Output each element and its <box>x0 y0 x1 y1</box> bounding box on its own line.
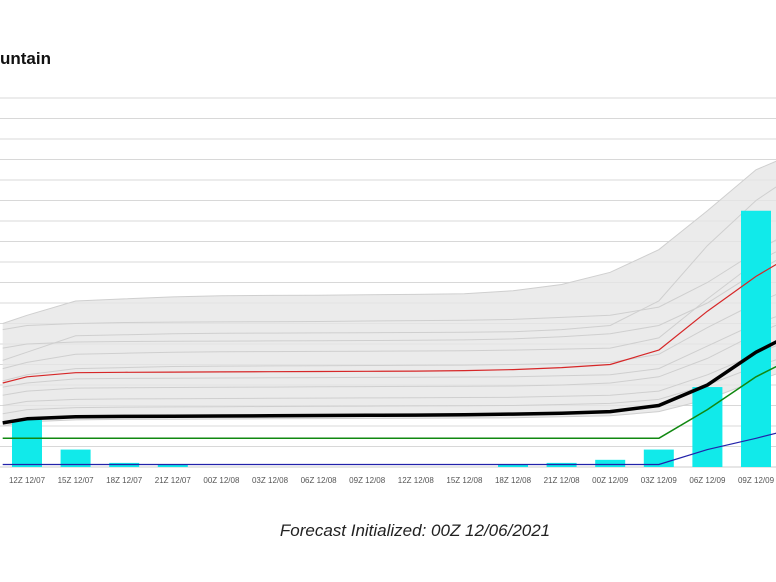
ensemble-member-line-7 <box>2 324 776 396</box>
ensemble-member-line-6 <box>2 316 776 388</box>
x-tick-labels: 12Z 12/07 15Z 12/07 18Z 12/07 21Z 12/07 00Z … <box>9 476 775 485</box>
x-tick-label-15: 09Z 12/09 <box>738 476 775 485</box>
ensemble-member-line-9 <box>2 359 776 415</box>
series-line-3 <box>2 432 776 466</box>
bar-15 <box>741 210 771 467</box>
forecast-initialized-caption: Forecast Initialized: 00Z 12/06/2021 <box>279 521 551 540</box>
x-tick-label-14: 06Z 12/09 <box>689 476 726 485</box>
x-tick-label-9: 15Z 12/08 <box>446 476 483 485</box>
series-line-1 <box>2 340 776 425</box>
x-tick-label-8: 12Z 12/08 <box>398 476 435 485</box>
x-tick-label-4: 00Z 12/08 <box>203 476 240 485</box>
bar-0 <box>12 419 42 467</box>
ensemble-member-line-8 <box>2 345 776 406</box>
bar-14 <box>692 387 723 467</box>
x-tick-label-13: 03Z 12/09 <box>641 476 678 485</box>
ensemble-forecast-chart: 12Z 12/07 15Z 12/07 18Z 12/07 21Z 12/07 00Z … <box>0 97 776 485</box>
series-line-0 <box>2 263 776 384</box>
bar-12 <box>595 459 626 467</box>
x-tick-label-7: 09Z 12/08 <box>349 476 386 485</box>
x-tick-label-10: 18Z 12/08 <box>495 476 532 485</box>
ensemble-member-line-4 <box>2 251 776 370</box>
x-tick-label-12: 00Z 12/09 <box>592 476 629 485</box>
series-layer <box>2 263 776 466</box>
plot-area <box>2 160 776 467</box>
x-tick-label-0: 12Z 12/07 <box>9 476 46 485</box>
ensemble-spread-fill <box>2 161 776 426</box>
ensemble-spread-layer <box>2 161 776 426</box>
ensemble-member-line-0 <box>2 239 776 331</box>
bar-1 <box>60 449 91 467</box>
x-tick-label-1: 15Z 12/07 <box>58 476 95 485</box>
bar-layer <box>12 210 771 467</box>
ensemble-member-line-1 <box>2 259 776 349</box>
bar-3 <box>157 464 188 467</box>
ensemble-member-line-2 <box>2 160 776 324</box>
x-tick-label-3: 21Z 12/07 <box>155 476 192 485</box>
chart-title: untain <box>0 49 51 68</box>
ensemble-member-line-10 <box>2 373 776 427</box>
x-tick-label-5: 03Z 12/08 <box>252 476 289 485</box>
x-tick-label-2: 18Z 12/07 <box>106 476 143 485</box>
x-tick-label-6: 06Z 12/08 <box>301 476 338 485</box>
ensemble-member-line-3 <box>2 186 776 361</box>
ensemble-member-layer <box>2 160 776 427</box>
x-tick-label-11: 21Z 12/08 <box>544 476 581 485</box>
ensemble-member-line-5 <box>2 294 776 382</box>
series-line-2 <box>2 365 776 440</box>
bar-10 <box>498 464 528 467</box>
